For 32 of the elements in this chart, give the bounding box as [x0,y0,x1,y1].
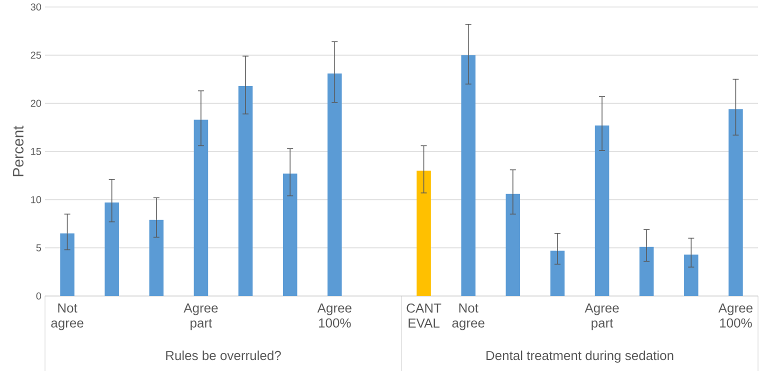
bar [149,220,164,296]
bar [104,202,119,296]
bar [60,233,74,296]
y-tick-label: 10 [31,196,42,204]
y-axis-title: Percent [13,126,24,176]
y-tick-label: 0 [36,292,42,300]
x-tick-label: Not agree [51,304,84,330]
bar [594,125,610,296]
bar [728,109,743,296]
bar [238,86,253,296]
y-tick-label: 15 [31,148,42,155]
bar [639,246,654,296]
y-tick-label: 5 [36,244,42,252]
bar [194,120,208,296]
bar [328,73,342,296]
x-tick-label: CANT EVAL [406,304,442,328]
bar [684,254,698,296]
text: Rules be overruled? [166,350,281,360]
y-tick-label: 25 [30,52,42,59]
x-tick-label: Agree part [184,304,218,330]
text: Dental treatment during sedation [486,350,674,363]
x-tick-label: Agree 100% [317,304,352,328]
y-tick-label: 30 [30,3,42,11]
bar [416,170,431,296]
bar [461,55,476,296]
y-tick-label: 20 [30,100,42,107]
bar [282,174,298,296]
x-tick-label: Agree 100% [718,304,752,328]
x-tick-label: Not agree [452,304,484,330]
x-tick-label: Agree part [584,304,619,330]
bar [550,250,565,296]
bar [506,194,520,296]
